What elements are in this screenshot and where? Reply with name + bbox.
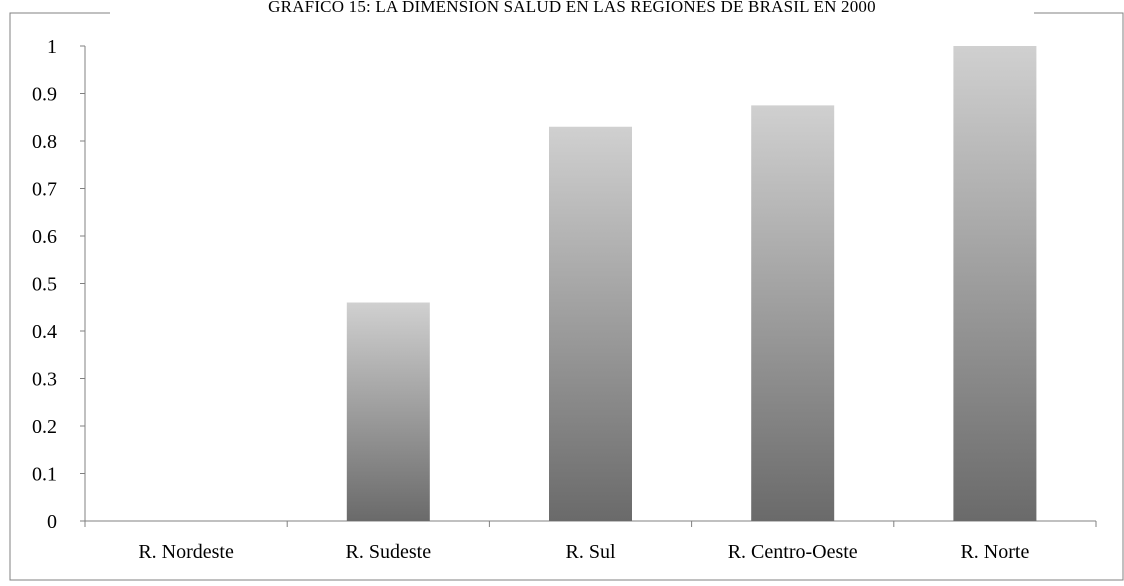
x-category-label: R. Norte xyxy=(960,541,1029,563)
x-category-label: R. Sudeste xyxy=(346,541,432,563)
chart-title: GRÁFICO 15: LA DIMENSIÓN SALUD EN LAS RE… xyxy=(268,0,876,16)
y-tick-label: 0.4 xyxy=(32,321,57,343)
y-tick-label: 0.6 xyxy=(32,226,57,248)
y-tick-label: 0.3 xyxy=(32,369,57,391)
y-tick-label: 1 xyxy=(47,36,57,58)
bar-r-norte xyxy=(953,46,1037,521)
bars xyxy=(346,46,1037,521)
y-tick-label: 0.9 xyxy=(32,84,57,106)
x-axis: R. Nordeste R. Sudeste R. Sul R. Centro-Oes… xyxy=(84,520,1097,563)
bar-r-sudeste xyxy=(346,302,430,521)
x-category-label: R. Nordeste xyxy=(138,541,234,563)
y-tick-label: 0.5 xyxy=(32,274,57,296)
y-axis: 0 0.1 0.2 0.3 0.4 0.5 0.6 0.7 0.8 0.9 1 xyxy=(32,36,86,533)
bar-r-centro-oeste xyxy=(751,105,835,521)
title-mask xyxy=(110,0,1034,16)
x-category-label: R. Centro-Oeste xyxy=(728,541,858,563)
y-tick-label: 0 xyxy=(47,511,57,533)
y-tick-label: 0.2 xyxy=(32,416,57,438)
bar-r-sul xyxy=(549,126,632,521)
y-tick-label: 0.7 xyxy=(32,179,57,201)
y-tick-label: 0.1 xyxy=(32,464,57,486)
y-tick-label: 0.8 xyxy=(32,131,57,153)
x-category-label: R. Sul xyxy=(565,541,615,563)
